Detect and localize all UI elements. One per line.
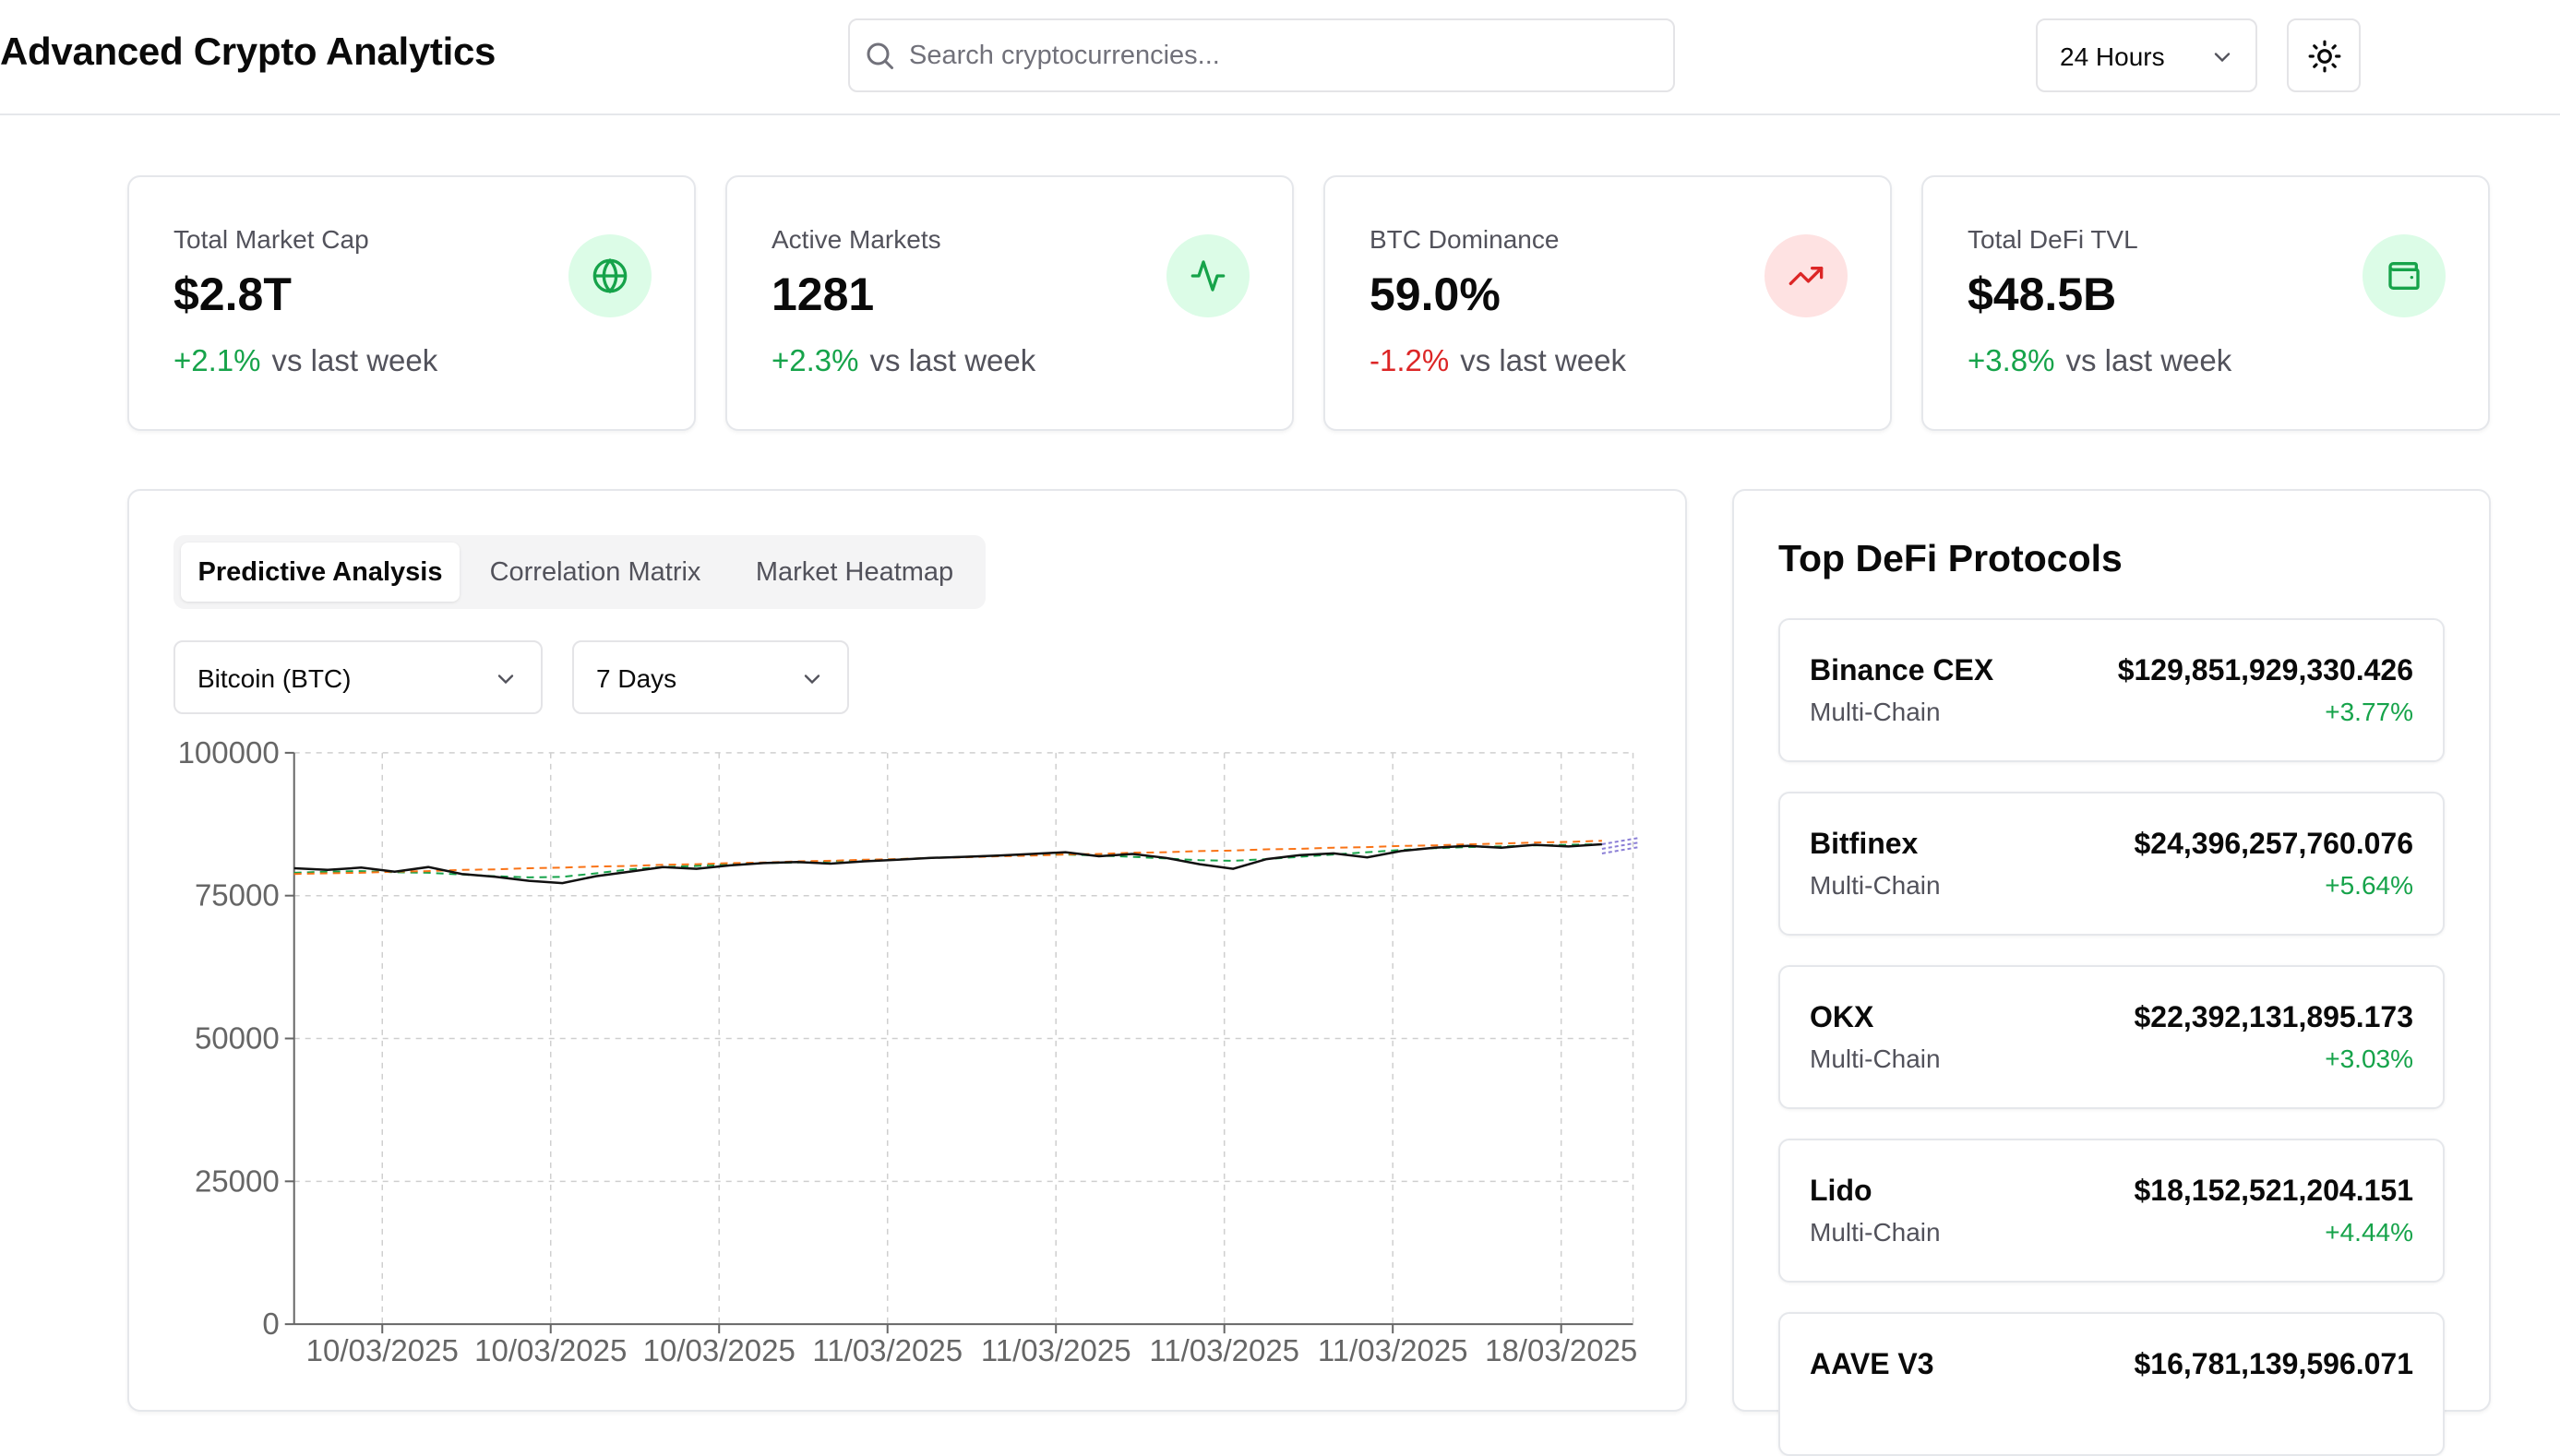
- stat-icon-badge: [2363, 234, 2446, 317]
- stat-value: $48.5B: [1968, 269, 2117, 320]
- stat-title: Total Market Cap: [173, 225, 369, 254]
- x-tick-label: 11/03/2025: [812, 1333, 963, 1367]
- asset-select-value: Bitcoin (BTC): [197, 664, 352, 693]
- stat-card-btc-dominance: BTC Dominance 59.0% -1.2% vs last week: [1323, 175, 1892, 431]
- top-header: Advanced Crypto Analytics 24 Hours: [0, 0, 2560, 115]
- search-box[interactable]: [848, 18, 1675, 92]
- analysis-tabs: Predictive Analysis Correlation Matrix M…: [173, 535, 986, 609]
- y-tick-label: 0: [262, 1307, 279, 1341]
- protocol-change: +3.03%: [2325, 1044, 2413, 1073]
- analysis-panel: Predictive Analysis Correlation Matrix M…: [127, 489, 1687, 1412]
- series-line-trend: [293, 840, 1602, 876]
- protocol-card[interactable]: Binance CEX Multi-Chain $129,851,929,330…: [1778, 618, 2445, 762]
- protocol-chain: Multi-Chain: [1810, 1218, 1941, 1247]
- chevron-down-icon: [497, 674, 514, 685]
- app-title: Advanced Crypto Analytics: [0, 30, 496, 73]
- protocol-tvl: $129,851,929,330.426: [2117, 653, 2413, 686]
- stat-value: 59.0%: [1370, 269, 1501, 320]
- stat-title: BTC Dominance: [1370, 225, 1560, 254]
- stat-comparison: vs last week: [869, 343, 1036, 377]
- protocol-change: +4.44%: [2325, 1218, 2413, 1247]
- x-tick-label: 10/03/2025: [306, 1333, 459, 1367]
- stat-title: Active Markets: [772, 225, 941, 254]
- asset-select[interactable]: Bitcoin (BTC): [173, 640, 543, 714]
- protocol-card[interactable]: OKX Multi-Chain $22,392,131,895.173 +3.0…: [1778, 965, 2445, 1109]
- protocol-tvl: $24,396,257,760.076: [2134, 827, 2413, 860]
- stat-change-value: +2.3%: [772, 343, 859, 377]
- stat-card-active-markets: Active Markets 1281 +2.3% vs last week: [725, 175, 1294, 431]
- stat-value: 1281: [772, 269, 875, 320]
- stat-change-value: +2.1%: [173, 343, 261, 377]
- trending-up-icon: [1788, 267, 1824, 285]
- tab-market-heatmap[interactable]: Market Heatmap: [755, 557, 954, 587]
- wallet-icon: [2388, 262, 2420, 290]
- time-range-value: 24 Hours: [2060, 42, 2165, 71]
- stat-comparison: vs last week: [2065, 343, 2232, 377]
- stat-change: -1.2% vs last week: [1370, 343, 1626, 378]
- stat-icon-badge: [1166, 234, 1250, 317]
- stat-icon-badge: [1764, 234, 1848, 317]
- sun-icon: [2308, 40, 2341, 73]
- stat-card-market-cap: Total Market Cap $2.8T +2.1% vs last week: [127, 175, 696, 431]
- activity-icon: [1190, 260, 1226, 292]
- x-tick-label: 11/03/2025: [1149, 1333, 1299, 1367]
- stat-card-defi-tvl: Total DeFi TVL $48.5B +3.8% vs last week: [1921, 175, 2490, 431]
- stat-value: $2.8T: [173, 269, 292, 320]
- x-tick-label: 11/03/2025: [981, 1333, 1131, 1367]
- defi-protocols-panel: Top DeFi Protocols Binance CEX Multi-Cha…: [1732, 489, 2491, 1456]
- search-input[interactable]: [909, 33, 1647, 78]
- stat-change: +2.1% vs last week: [173, 343, 437, 378]
- y-tick-label: 100000: [178, 735, 280, 770]
- stat-icon-badge: [568, 234, 652, 317]
- protocol-chain: Multi-Chain: [1810, 871, 1941, 900]
- stat-comparison: vs last week: [271, 343, 438, 377]
- protocol-card[interactable]: AAVE V3 $16,781,139,596.071: [1778, 1312, 2445, 1456]
- stat-title: Total DeFi TVL: [1968, 225, 2138, 254]
- protocol-change: +5.64%: [2325, 871, 2413, 900]
- theme-toggle-button[interactable]: [2287, 18, 2361, 92]
- stat-change-value: +3.8%: [1968, 343, 2055, 377]
- protocol-card[interactable]: Lido Multi-Chain $18,152,521,204.151 +4.…: [1778, 1139, 2445, 1283]
- stat-change-value: -1.2%: [1370, 343, 1450, 377]
- tab-correlation-matrix[interactable]: Correlation Matrix: [489, 557, 701, 587]
- x-tick-label: 10/03/2025: [643, 1333, 796, 1367]
- series-line-price: [293, 842, 1602, 885]
- y-tick-label: 50000: [195, 1021, 280, 1056]
- stat-comparison: vs last week: [1460, 343, 1626, 377]
- chevron-down-icon: [804, 674, 820, 685]
- protocol-tvl: $16,781,139,596.071: [2134, 1347, 2413, 1380]
- protocol-name: Binance CEX: [1810, 653, 1994, 686]
- x-tick-label: 18/03/2025: [1485, 1333, 1637, 1367]
- x-tick-label: 10/03/2025: [474, 1333, 627, 1367]
- protocol-name: Lido: [1810, 1174, 1872, 1207]
- protocol-tvl: $18,152,521,204.151: [2134, 1174, 2413, 1207]
- protocol-name: AAVE V3: [1810, 1347, 1934, 1380]
- tab-predictive-analysis[interactable]: Predictive Analysis: [181, 543, 460, 602]
- price-prediction-chart: 10/03/2025 10/03/2025 10/03/2025 11/03/2025…: [178, 735, 1639, 1367]
- protocol-name: OKX: [1810, 1000, 1874, 1033]
- defi-title: Top DeFi Protocols: [1778, 537, 2123, 579]
- globe-icon: [592, 257, 628, 294]
- protocol-chain: Multi-Chain: [1810, 698, 1941, 726]
- protocol-change: +3.77%: [2325, 698, 2413, 726]
- time-range-select[interactable]: 24 Hours: [2036, 18, 2257, 92]
- protocol-chain: Multi-Chain: [1810, 1044, 1941, 1073]
- protocol-card[interactable]: Bitfinex Multi-Chain $24,396,257,760.076…: [1778, 792, 2445, 936]
- y-tick-label: 75000: [195, 878, 280, 913]
- x-tick-label: 11/03/2025: [1318, 1333, 1468, 1367]
- stat-change: +2.3% vs last week: [772, 343, 1035, 378]
- period-select[interactable]: 7 Days: [572, 640, 849, 714]
- stat-change: +3.8% vs last week: [1968, 343, 2231, 378]
- y-tick-label: 25000: [195, 1164, 280, 1198]
- series-line-average: [293, 843, 1602, 878]
- protocol-name: Bitfinex: [1810, 827, 1919, 860]
- chevron-down-icon: [2214, 53, 2231, 63]
- protocol-tvl: $22,392,131,895.173: [2134, 1000, 2413, 1033]
- period-select-value: 7 Days: [596, 664, 677, 693]
- search-icon: [867, 42, 893, 69]
